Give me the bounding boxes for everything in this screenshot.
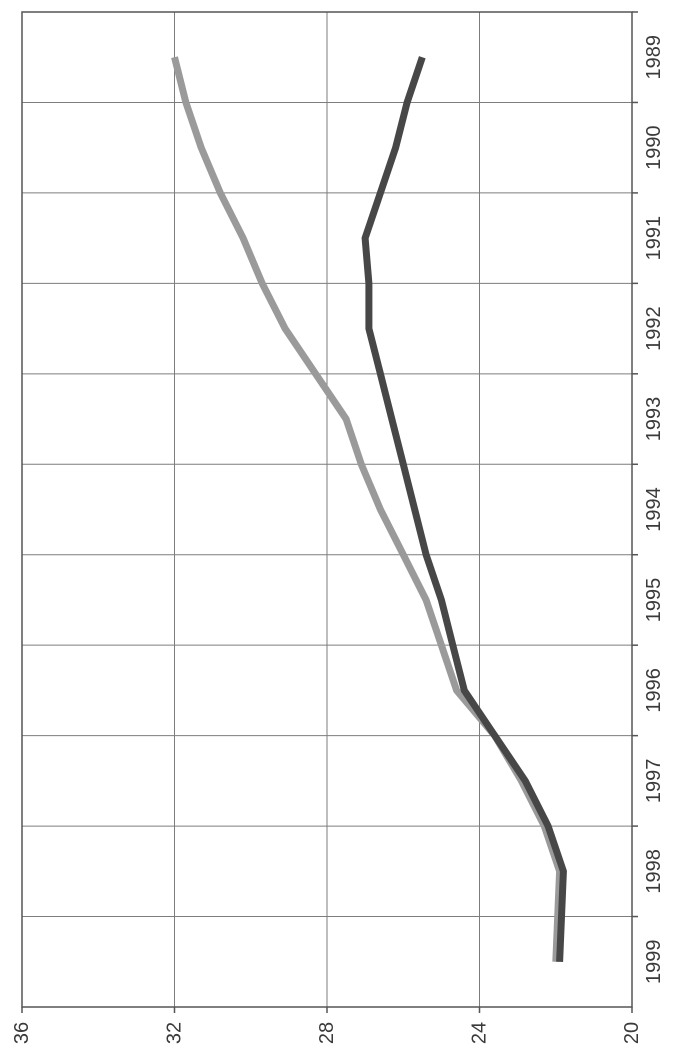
x-tick-label: 1993 — [643, 397, 665, 442]
y-tick-label: 24 — [469, 1022, 491, 1044]
plot-border — [21, 11, 638, 1013]
x-tick-label: 1998 — [643, 849, 665, 894]
x-tick-label: 1989 — [643, 35, 665, 80]
y-tick-label: 32 — [164, 1022, 186, 1044]
series-layer — [171, 56, 567, 962]
x-tick-label: 1990 — [643, 125, 665, 170]
series-line-2 — [361, 56, 567, 962]
x-tick-label: 1995 — [643, 578, 665, 623]
x-tick-label: 1997 — [643, 759, 665, 804]
x-tick-label: 1992 — [643, 306, 665, 351]
x-tick-label: 1994 — [643, 487, 665, 532]
grid-lines — [22, 11, 632, 1007]
x-tick-label: 1996 — [643, 668, 665, 713]
y-tick-label: 28 — [316, 1022, 338, 1044]
x-tick-labels: 1989 1990 1991 1992 1993 1994 1995 1996 1997 1998… — [643, 35, 665, 984]
x-tick-label: 1991 — [643, 216, 665, 260]
y-tick-labels: 20 24 28 32 36 — [11, 1022, 643, 1044]
y-tick-label: 20 — [621, 1022, 643, 1044]
y-tick-label: 36 — [11, 1022, 33, 1044]
x-tick-label: 1999 — [643, 940, 665, 985]
